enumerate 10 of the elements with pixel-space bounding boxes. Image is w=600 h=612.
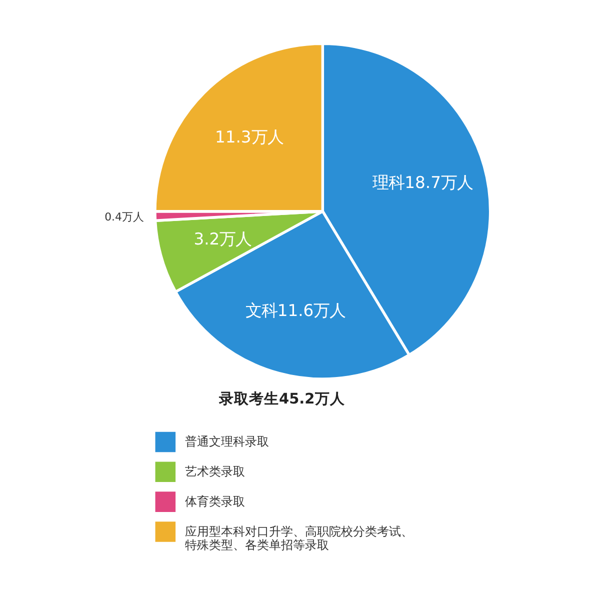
data-label: 理科18.7万人 <box>372 173 473 192</box>
data-label: 11.3万人 <box>215 127 284 146</box>
data-label: 3.2万人 <box>194 229 252 248</box>
legend-label: 普通文理科录取 <box>184 434 269 449</box>
legend-label: 艺术类录取 <box>184 464 245 479</box>
legend-label: 应用型本科对口升学、高职院校分类考试、特殊类型、各类单招等录取 <box>184 524 413 552</box>
data-label: 0.4万人 <box>104 210 144 224</box>
text: 录取考生45.2万人 <box>218 390 346 408</box>
legend-label: 体育类录取 <box>184 494 245 508</box>
data-label: 文科11.6万人 <box>245 301 346 320</box>
